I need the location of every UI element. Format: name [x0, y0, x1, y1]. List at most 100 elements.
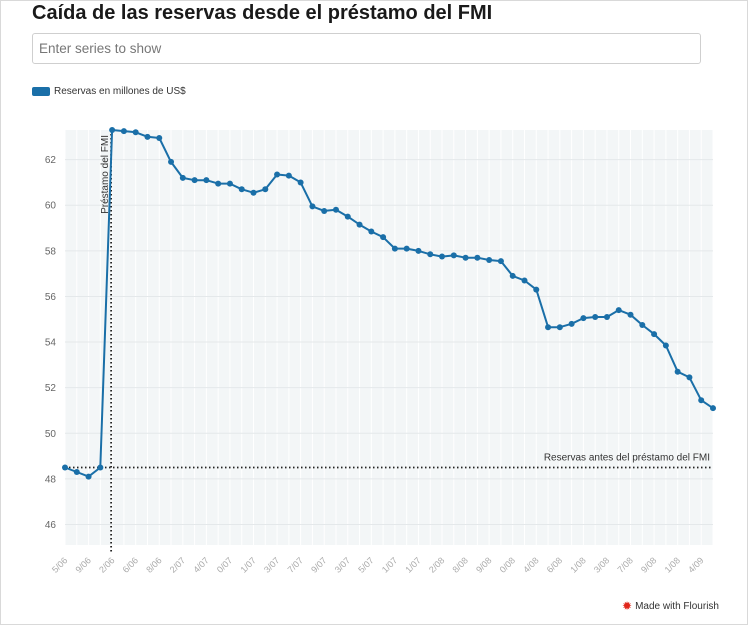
- data-point: [651, 331, 658, 338]
- data-point: [450, 252, 457, 259]
- plot-background: [65, 130, 713, 545]
- data-point: [85, 473, 92, 480]
- data-point: [415, 247, 422, 254]
- data-point: [321, 207, 328, 214]
- x-tick-label: 7/08: [615, 555, 634, 574]
- data-point: [238, 186, 245, 193]
- flourish-logo-icon: ✹: [622, 599, 633, 613]
- x-tick-label: 1/08: [663, 555, 682, 574]
- credit-label: Made with Flourish: [635, 600, 719, 612]
- data-point: [120, 128, 127, 135]
- data-point: [191, 177, 198, 184]
- series: [62, 127, 716, 480]
- baseline-marker-label: Reservas antes del préstamo del FMI: [544, 452, 710, 463]
- data-point: [309, 203, 316, 210]
- data-point: [710, 405, 716, 412]
- data-point: [639, 321, 646, 328]
- x-tick-label: 0/07: [215, 555, 234, 574]
- x-tick-label: 2/06: [97, 555, 116, 574]
- data-point: [215, 180, 222, 187]
- y-tick-label: 54: [45, 338, 57, 349]
- x-axis-ticks: 5/06 9/06 2/06 6/06 8/06 2/07 4/07 0/07 1/07 3/07…: [50, 555, 706, 574]
- data-point: [403, 245, 410, 252]
- data-point: [603, 313, 610, 320]
- x-tick-label: 1/07: [403, 555, 422, 574]
- x-tick-label: 1/08: [568, 555, 587, 574]
- data-point: [179, 174, 186, 181]
- data-point: [615, 307, 622, 314]
- data-point: [521, 277, 528, 284]
- x-tick-label: 9/06: [74, 555, 93, 574]
- x-tick-label: 9/07: [309, 555, 328, 574]
- data-point: [203, 177, 210, 184]
- x-tick-label: 6/06: [121, 555, 140, 574]
- data-point: [580, 315, 587, 322]
- data-point: [674, 368, 681, 375]
- data-point: [132, 129, 139, 136]
- data-point: [662, 342, 669, 349]
- y-axis-ticks: 46 48 50 52 54 56 58 60 62: [45, 155, 57, 531]
- data-point: [285, 172, 292, 179]
- grid: [64, 130, 714, 545]
- data-point: [73, 469, 80, 476]
- data-point: [592, 313, 599, 320]
- x-tick-label: 4/08: [521, 555, 540, 574]
- x-tick-label: 8/06: [144, 555, 163, 574]
- data-point: [297, 179, 304, 186]
- x-tick-label: 0/08: [498, 555, 517, 574]
- data-point: [497, 258, 504, 265]
- x-tick-label: 5/06: [50, 555, 69, 574]
- data-point: [545, 324, 552, 331]
- data-point: [356, 221, 363, 228]
- data-point: [568, 320, 575, 327]
- data-point: [486, 256, 493, 263]
- data-point: [344, 213, 351, 220]
- y-tick-label: 58: [45, 246, 57, 257]
- y-tick-label: 62: [45, 155, 57, 166]
- x-tick-label: 6/08: [545, 555, 564, 574]
- data-point: [62, 464, 68, 471]
- data-point: [462, 254, 469, 261]
- x-tick-label: 2/07: [168, 555, 187, 574]
- x-tick-label: 9/08: [639, 555, 658, 574]
- data-point: [533, 286, 540, 293]
- x-tick-label: 3/07: [262, 555, 281, 574]
- y-tick-label: 46: [45, 520, 57, 531]
- data-point: [109, 127, 116, 133]
- data-point: [627, 311, 634, 318]
- series-search-input[interactable]: [32, 33, 701, 64]
- x-tick-label: 7/07: [286, 555, 305, 574]
- x-tick-label: 3/07: [333, 555, 352, 574]
- data-point: [509, 272, 516, 279]
- data-point: [168, 158, 175, 165]
- y-tick-label: 52: [45, 383, 57, 394]
- x-tick-label: 1/07: [380, 555, 399, 574]
- data-point: [427, 251, 434, 258]
- data-point: [391, 245, 398, 252]
- data-point: [144, 133, 151, 140]
- y-tick-label: 60: [45, 201, 57, 212]
- legend[interactable]: Reservas en millones de US$: [32, 86, 186, 97]
- chart-title: Caída de las reservas desde el préstamo …: [32, 2, 493, 24]
- data-point: [556, 324, 563, 331]
- data-point: [97, 464, 104, 471]
- annotations: Préstamo del FMI Reservas antes del prést…: [65, 130, 713, 553]
- data-point: [226, 180, 233, 187]
- x-tick-label: 5/07: [356, 555, 375, 574]
- legend-swatch: [32, 87, 50, 96]
- data-point: [474, 254, 481, 261]
- data-point: [368, 228, 375, 235]
- made-with-flourish-link[interactable]: ✹ Made with Flourish: [622, 600, 719, 612]
- data-point: [380, 234, 387, 241]
- data-point: [250, 189, 257, 196]
- data-point: [686, 374, 693, 381]
- data-point: [156, 134, 163, 141]
- legend-label: Reservas en millones de US$: [54, 86, 186, 97]
- y-tick-label: 48: [45, 474, 57, 485]
- x-tick-label: 8/08: [451, 555, 470, 574]
- data-point: [332, 206, 339, 213]
- x-tick-label: 3/08: [592, 555, 611, 574]
- data-point: [698, 397, 705, 404]
